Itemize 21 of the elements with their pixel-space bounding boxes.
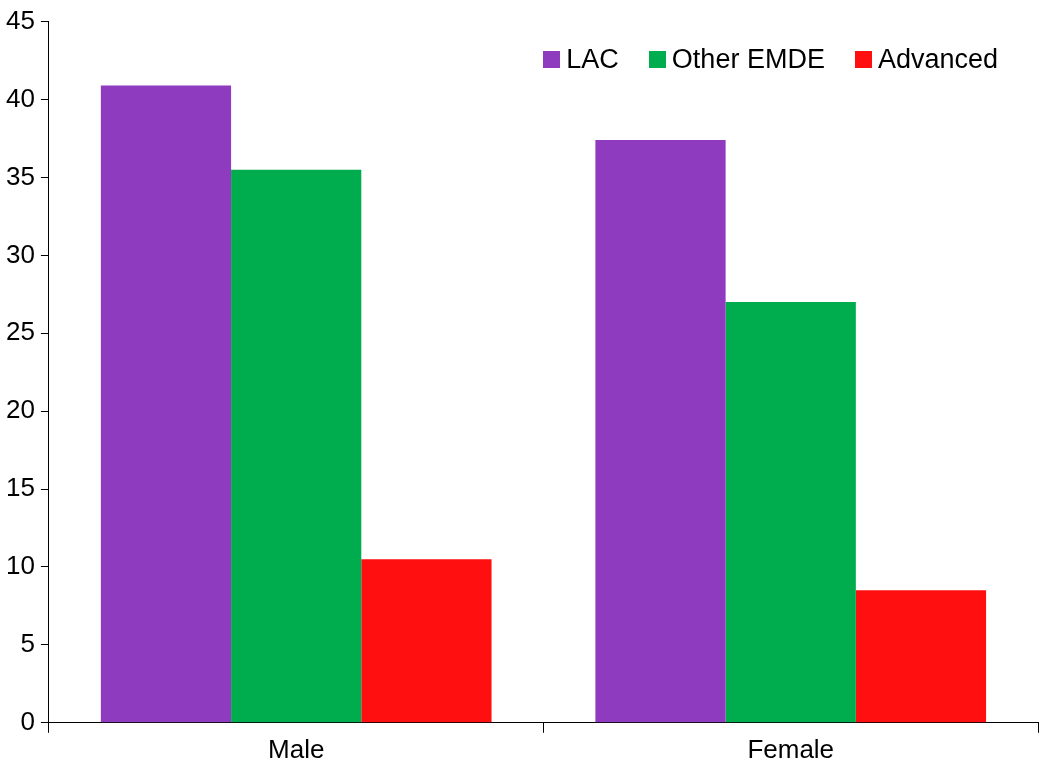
y-tick-label: 20 [6,394,35,425]
y-tick-label: 10 [6,550,35,581]
y-tick-label: 40 [6,82,35,113]
y-tick-label: 25 [6,316,35,347]
legend-label: LAC [566,43,619,75]
legend-label: Advanced [877,43,998,75]
y-tick-label: 45 [6,4,35,35]
x-tick-label: Male [268,733,325,764]
x-tick-label: Female [747,733,835,764]
y-tick-label: 30 [6,238,35,269]
bar [725,302,856,723]
legend-label: Other EMDE [671,43,825,75]
bar [361,559,492,723]
y-tick-label: 15 [6,472,35,503]
bar [855,590,987,723]
y-tick-label: 5 [20,628,35,659]
bar [231,169,362,723]
bar [595,140,726,723]
y-tick-label: 0 [20,705,35,736]
y-tick-label: 35 [6,160,35,191]
bar [100,85,232,723]
